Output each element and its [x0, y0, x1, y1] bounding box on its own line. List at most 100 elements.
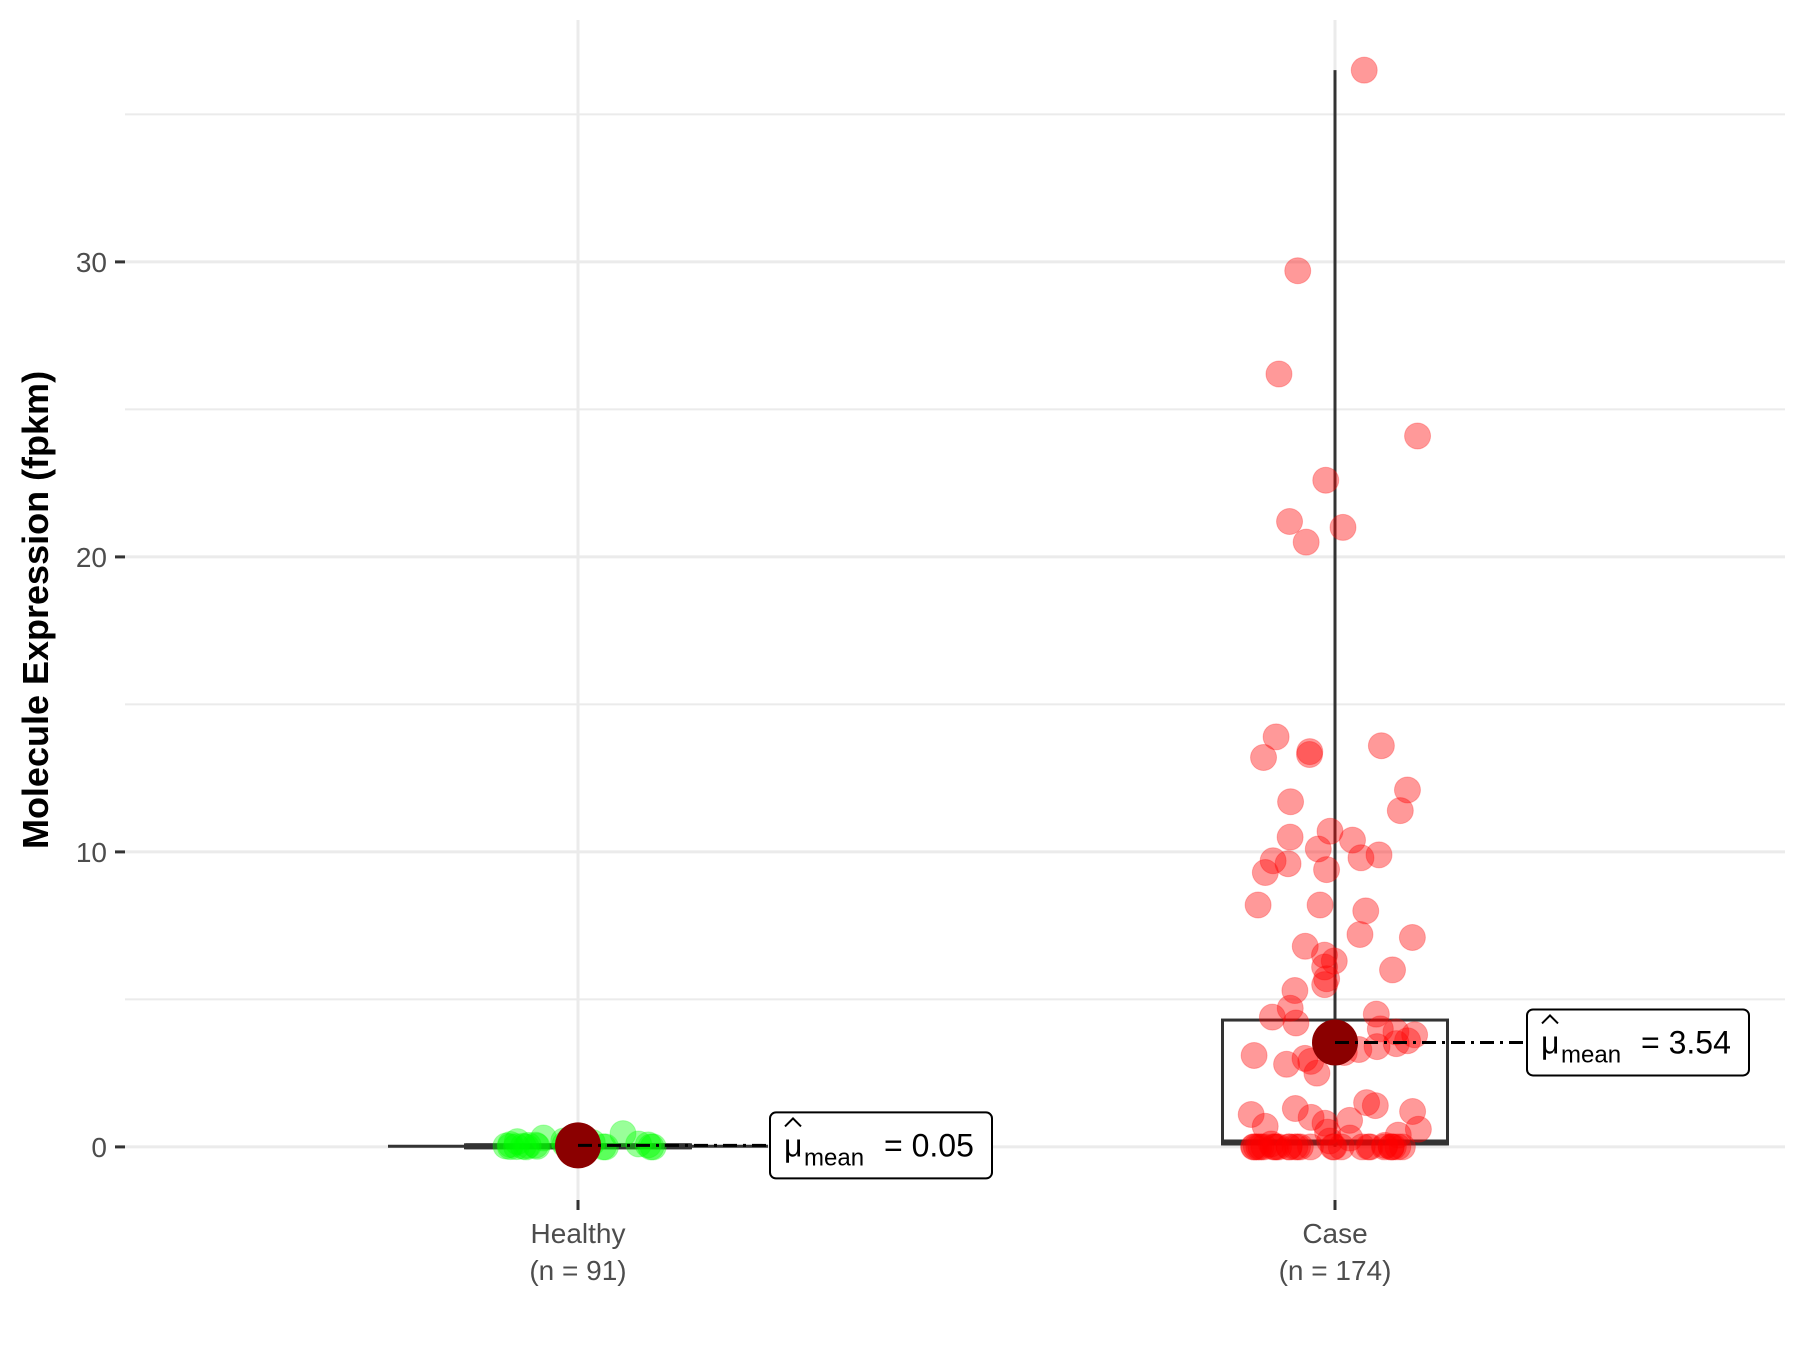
data-point	[1297, 1103, 1325, 1131]
data-point	[1366, 1015, 1394, 1043]
data-point	[1262, 723, 1290, 751]
data-point	[1303, 1059, 1331, 1087]
data-point	[1336, 1106, 1364, 1134]
data-point	[503, 1128, 531, 1156]
data-point	[1258, 1003, 1286, 1031]
data-point	[1292, 528, 1320, 556]
data-point	[1377, 1133, 1405, 1161]
y-tick-label: 10	[76, 837, 107, 868]
y-tick-label: 20	[76, 542, 107, 573]
data-point	[1365, 841, 1393, 869]
data-point	[1401, 1021, 1429, 1049]
data-point	[1274, 850, 1302, 878]
data-point	[1316, 817, 1344, 845]
data-point	[1346, 921, 1374, 948]
data-point	[1259, 1133, 1287, 1161]
data-point	[1386, 797, 1414, 825]
data-point	[1399, 1098, 1427, 1125]
data-point	[1281, 1095, 1309, 1123]
data-point	[1329, 513, 1357, 541]
data-point	[1363, 1033, 1391, 1061]
data-point	[1261, 1133, 1289, 1161]
x-tick-label: Healthy	[531, 1218, 626, 1249]
data-point	[1320, 947, 1348, 975]
data-point	[1281, 1133, 1309, 1161]
data-point	[1347, 844, 1375, 872]
mean-hat	[1541, 1014, 1559, 1025]
mean-subscript: mean	[1561, 1041, 1621, 1068]
data-point	[1273, 1050, 1301, 1078]
data-point	[1242, 1133, 1270, 1161]
data-point	[1316, 1127, 1344, 1155]
data-point	[1296, 738, 1324, 766]
data-point	[1356, 1133, 1384, 1161]
data-point	[1355, 1133, 1383, 1161]
x-tick-label: Case	[1302, 1218, 1367, 1249]
mean-label-box	[769, 1111, 993, 1180]
data-point	[1245, 1133, 1273, 1161]
data-point	[1240, 1133, 1268, 1161]
data-point	[1284, 257, 1312, 285]
mean-hat	[784, 1117, 802, 1128]
data-point	[609, 1120, 637, 1148]
data-point	[1291, 932, 1319, 960]
data-point	[1244, 891, 1272, 919]
data-point	[1265, 1133, 1293, 1161]
data-point	[1277, 788, 1305, 816]
data-point	[1327, 1133, 1355, 1161]
means: μ mean = 0.05μ mean = 3.54	[555, 1008, 1750, 1180]
data-point	[502, 1133, 530, 1161]
data-point	[1286, 1133, 1314, 1161]
data-point	[1371, 1131, 1399, 1159]
data-point	[1314, 1118, 1342, 1146]
data-point	[1296, 741, 1324, 769]
mean-value: = 3.54	[1641, 1024, 1731, 1060]
data-point	[1384, 1121, 1412, 1149]
x-tick-sublabel: (n = 174)	[1279, 1255, 1392, 1286]
data-point	[1312, 466, 1340, 494]
mean-subscript: mean	[804, 1144, 864, 1171]
data-point	[1339, 826, 1367, 854]
data-point	[522, 1131, 550, 1159]
data-point	[512, 1133, 540, 1161]
x-tick-sublabel: (n = 91)	[529, 1255, 626, 1286]
data-point	[1393, 776, 1421, 804]
data-point	[1370, 1133, 1398, 1161]
data-point	[1276, 994, 1304, 1022]
data-point	[1384, 1133, 1412, 1161]
data-point	[497, 1131, 525, 1159]
data-point	[1304, 835, 1332, 863]
data-point	[1311, 1109, 1339, 1137]
data-point	[1251, 859, 1279, 887]
points	[492, 56, 1432, 1161]
data-point	[1311, 971, 1339, 999]
data-point	[1291, 1044, 1319, 1072]
y-tick-label: 30	[76, 247, 107, 278]
data-point	[1240, 1041, 1268, 1069]
data-point	[1362, 1000, 1390, 1028]
data-point	[1319, 1133, 1347, 1161]
y-tick-label: 0	[91, 1132, 107, 1163]
data-point	[1379, 956, 1407, 984]
data-point	[1348, 1133, 1376, 1161]
data-point	[1352, 897, 1380, 925]
data-point	[1296, 1133, 1324, 1161]
data-point	[496, 1133, 524, 1161]
data-point	[1361, 1092, 1389, 1120]
data-point	[1276, 823, 1304, 851]
data-point	[1247, 1133, 1275, 1161]
data-point	[1379, 1133, 1407, 1161]
data-point	[1382, 1018, 1410, 1046]
mean-symbol: μ	[784, 1127, 802, 1163]
mean-label-box	[1526, 1008, 1750, 1077]
data-point	[1367, 732, 1395, 760]
data-point	[1240, 1133, 1268, 1161]
data-point	[1311, 953, 1339, 981]
data-point	[1259, 847, 1287, 875]
mean-value: = 0.05	[884, 1127, 974, 1163]
data-point	[523, 1132, 551, 1160]
data-point	[1394, 1027, 1422, 1055]
data-point	[1237, 1100, 1265, 1128]
axes: 0 10 20 30 Healthy (n = 91) Case (n = 174)	[76, 247, 1392, 1286]
